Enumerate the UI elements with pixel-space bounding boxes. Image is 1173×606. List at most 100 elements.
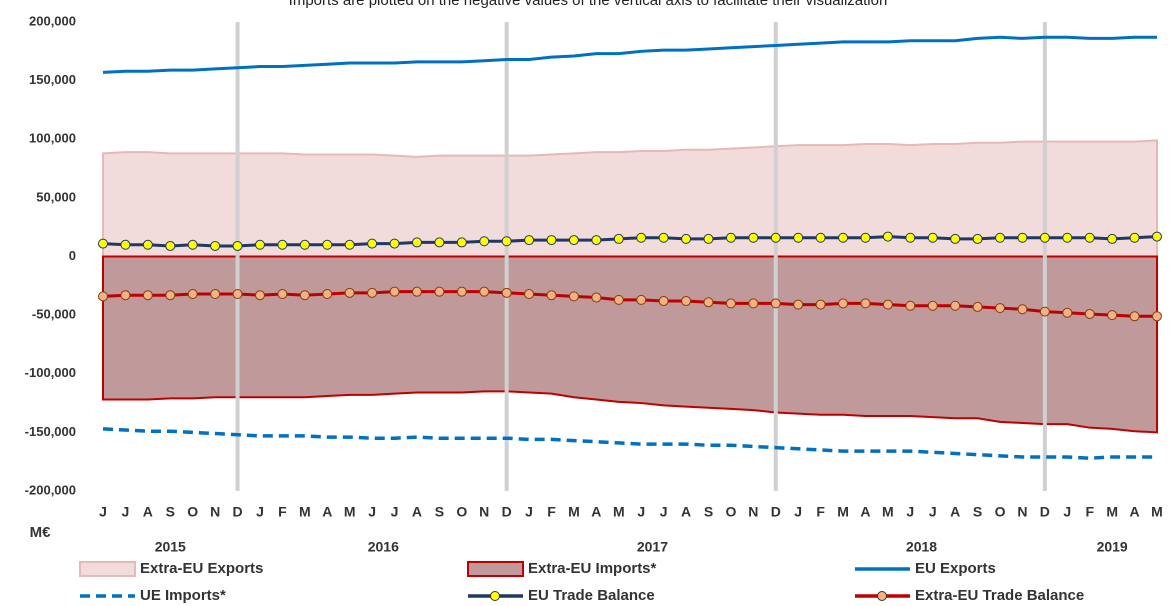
x-tick-label: N [748, 504, 758, 520]
x-tick-label: M [568, 504, 580, 520]
marker [187, 239, 198, 250]
area [102, 139, 1158, 258]
year-label: 2015 [155, 539, 186, 555]
marker [793, 232, 804, 243]
marker [389, 238, 400, 249]
marker [1062, 307, 1073, 318]
marker [770, 298, 781, 309]
marker [120, 239, 131, 250]
marker [1084, 308, 1095, 319]
y-tick-label: 200,000 [29, 13, 76, 28]
marker [995, 303, 1006, 314]
x-tick-label: J [637, 504, 645, 520]
marker [322, 289, 333, 300]
marker [591, 235, 602, 246]
marker [524, 235, 535, 246]
marker [411, 237, 422, 248]
marker [1039, 232, 1050, 243]
x-tick-label: J [660, 504, 668, 520]
marker [703, 233, 714, 244]
marker [479, 236, 490, 247]
year-label: 2017 [637, 539, 668, 555]
line [102, 35, 1157, 74]
y-tick-label: -100,000 [25, 365, 76, 380]
marker [367, 287, 378, 298]
y-axis-label: M€ [30, 524, 51, 541]
x-tick-label: A [950, 504, 960, 520]
x-tick-label: O [725, 504, 736, 520]
marker [905, 232, 916, 243]
x-tick-label: A [322, 504, 332, 520]
x-tick-label: N [210, 504, 220, 520]
marker [1152, 231, 1162, 242]
marker [882, 231, 893, 242]
marker [770, 232, 781, 243]
marker [1107, 310, 1118, 321]
legend-label: Extra-EU Trade Balance [915, 587, 1084, 604]
marker [322, 239, 333, 250]
x-tick-label: S [704, 504, 713, 520]
marker [142, 239, 153, 250]
marker [681, 233, 692, 244]
x-tick-label: A [143, 504, 153, 520]
x-tick-label: A [681, 504, 691, 520]
y-tick-label: -150,000 [25, 424, 76, 439]
y-tick-label: -200,000 [25, 482, 76, 497]
marker [658, 296, 669, 307]
x-tick-label: M [299, 504, 311, 520]
marker [389, 286, 400, 297]
x-tick-label: J [368, 504, 376, 520]
marker [725, 232, 736, 243]
marker [1017, 232, 1028, 243]
x-tick-label: N [479, 504, 489, 520]
marker [838, 232, 849, 243]
x-tick-label: J [122, 504, 130, 520]
x-tick-label: J [391, 504, 399, 520]
year-label: 2019 [1097, 539, 1128, 555]
chart-subtitle: Imports are plotted on the negative valu… [289, 0, 888, 9]
y-tick-label: -50,000 [32, 307, 76, 322]
x-tick-label: N [1017, 504, 1027, 520]
legend-label: Extra-EU Imports* [528, 560, 657, 577]
x-tick-label: J [525, 504, 533, 520]
marker [210, 240, 221, 251]
x-tick-label: A [412, 504, 422, 520]
y-tick-label: 150,000 [29, 72, 76, 87]
marker [568, 291, 579, 302]
marker [344, 239, 355, 250]
marker [1017, 304, 1028, 315]
marker [950, 233, 961, 244]
x-tick-label: J [906, 504, 914, 520]
marker [1039, 306, 1050, 317]
legend-label: EU Exports [915, 560, 996, 577]
x-tick-label: S [166, 504, 175, 520]
marker [1129, 232, 1140, 243]
x-tick-label: A [591, 504, 601, 520]
year-label: 2016 [368, 539, 399, 555]
marker [344, 287, 355, 298]
x-tick-label: O [456, 504, 467, 520]
marker [613, 294, 624, 305]
marker [972, 233, 983, 244]
marker [524, 289, 535, 300]
x-tick-label: S [973, 504, 982, 520]
x-tick-label: M [613, 504, 625, 520]
marker [98, 291, 108, 302]
marker [860, 298, 871, 309]
marker [927, 300, 938, 311]
y-tick-label: 0 [69, 248, 76, 263]
marker [98, 238, 108, 249]
marker [456, 237, 467, 248]
x-tick-label: J [99, 504, 107, 520]
x-tick-label: O [995, 504, 1006, 520]
marker [636, 232, 647, 243]
x-tick-label: A [860, 504, 870, 520]
marker [613, 233, 624, 244]
x-tick-label: F [1085, 504, 1094, 520]
legend-swatch [467, 561, 524, 577]
x-tick-label: D [1040, 504, 1050, 520]
marker [725, 298, 736, 309]
x-tick-label: F [816, 504, 825, 520]
line [102, 427, 1157, 460]
x-tick-label: M [882, 504, 894, 520]
